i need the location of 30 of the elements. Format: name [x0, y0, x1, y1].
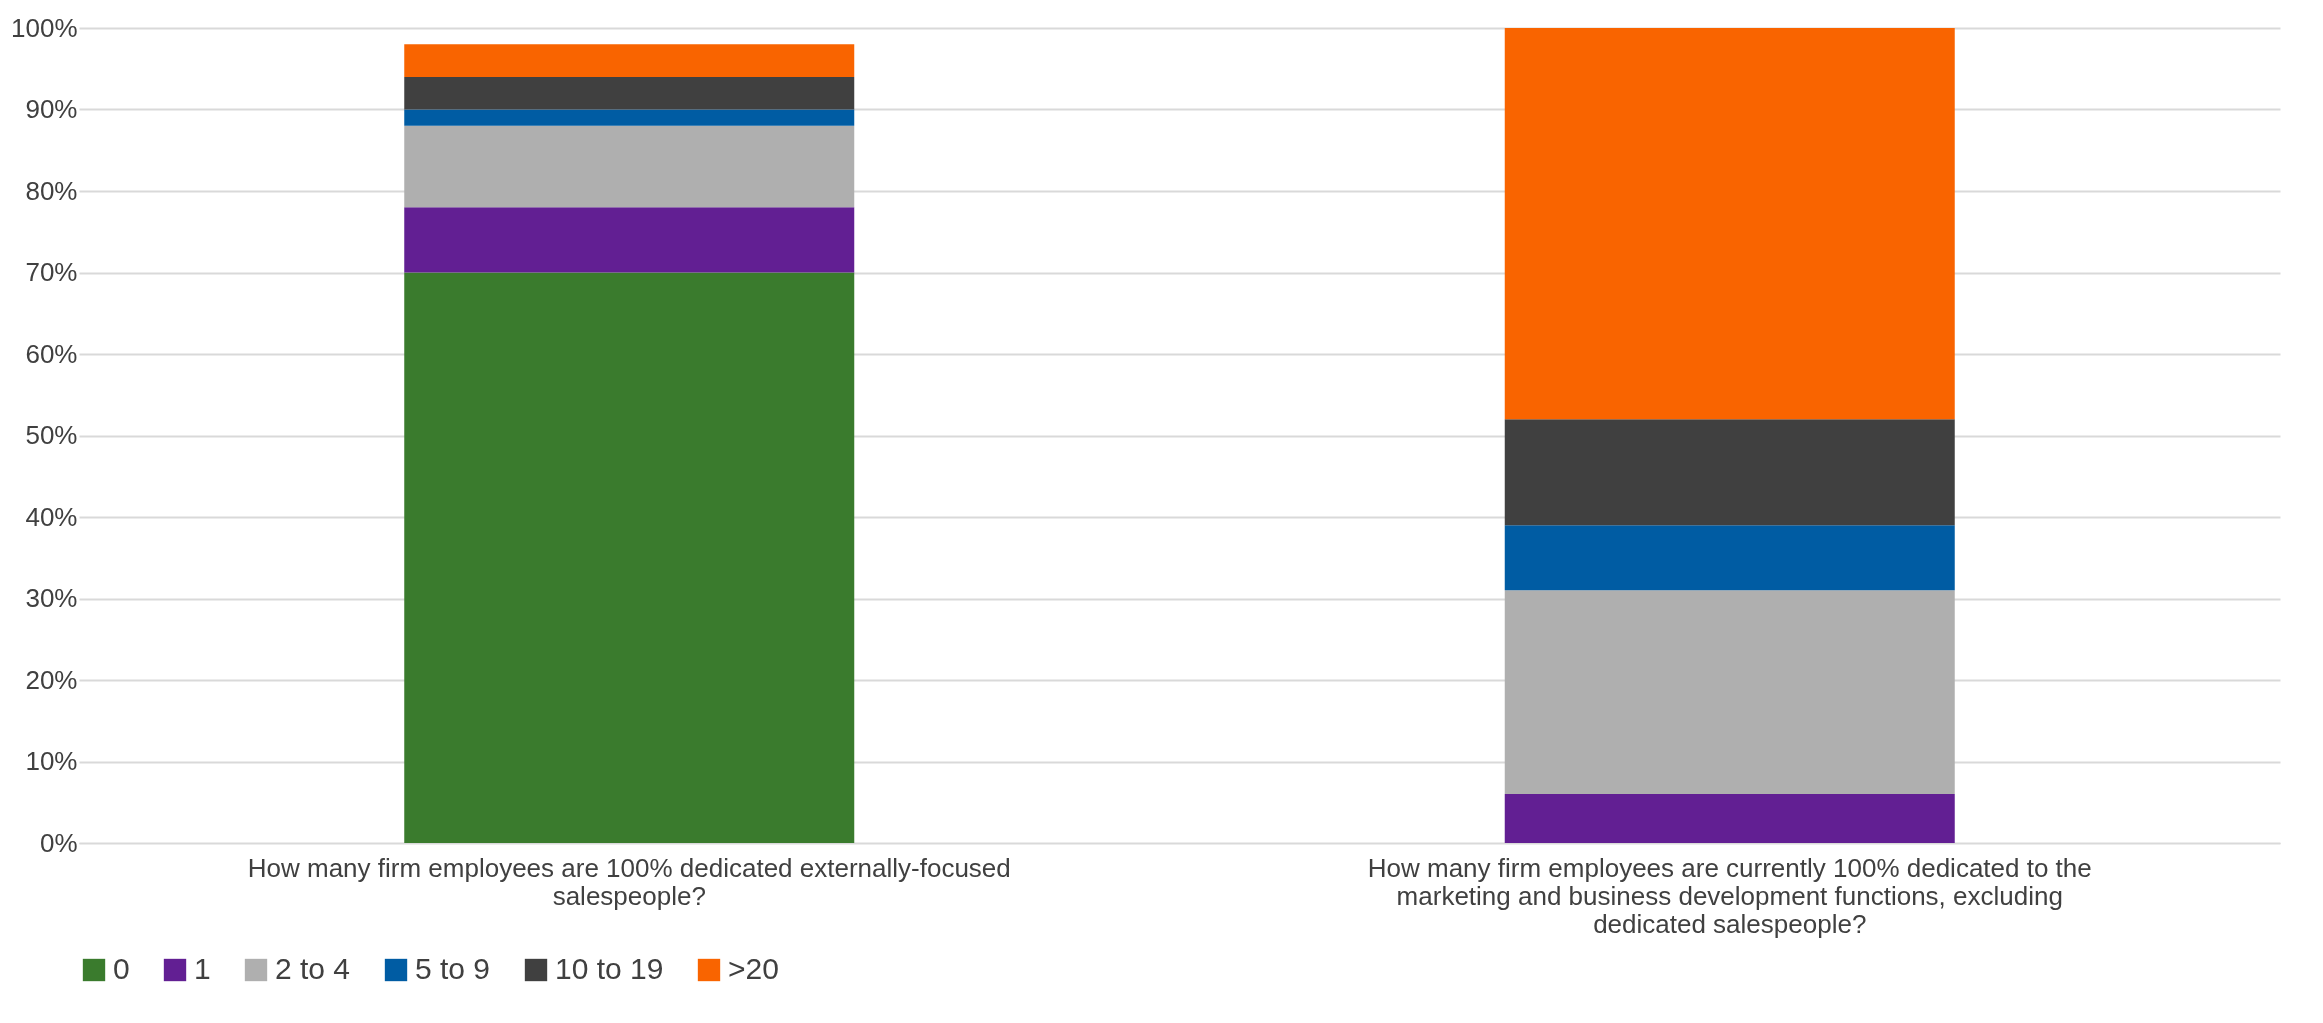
- bar: [1504, 525, 1955, 591]
- bar: [404, 109, 855, 126]
- y-tick-label: 20%: [25, 664, 78, 695]
- x-tick-label: How many firm employees are 100% dedicated externally-focused salespeople?: [247, 852, 1011, 911]
- bar: [1504, 28, 1955, 420]
- y-tick-label: 50%: [25, 420, 78, 450]
- bar: [404, 125, 855, 208]
- y-tick-label: 10%: [25, 746, 78, 776]
- bar: [1504, 794, 1955, 843]
- y-tick-label: 100%: [11, 12, 78, 43]
- y-tick-label: 40%: [25, 501, 78, 532]
- legend-label: 1: [194, 952, 211, 985]
- y-tick-label: 0%: [39, 827, 78, 858]
- y-tick-label: 90%: [25, 94, 78, 124]
- legend-label: 2 to 4: [275, 952, 351, 985]
- legend-label: 5 to 9: [415, 952, 491, 985]
- legend-label: 0: [113, 952, 130, 985]
- bar: [404, 207, 855, 273]
- legend-label: 10 to 19: [555, 952, 664, 985]
- bar: [404, 272, 855, 843]
- bar: [404, 76, 855, 110]
- legend-label: >20: [728, 952, 779, 985]
- bar: [1504, 590, 1955, 795]
- bar: [1504, 419, 1955, 526]
- y-tick-label: 30%: [25, 583, 78, 613]
- x-tick-label: How many firm employees are currently 100% dedicated to the marketing and business development functions, excluding dedicated salespeople?: [1367, 852, 2092, 939]
- y-tick-label: 80%: [25, 175, 78, 206]
- y-tick-label: 70%: [25, 257, 78, 287]
- y-tick-label: 60%: [25, 338, 78, 369]
- bar: [404, 44, 855, 77]
